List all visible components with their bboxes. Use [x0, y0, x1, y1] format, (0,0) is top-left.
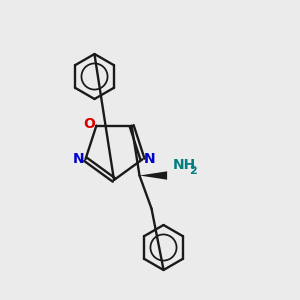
Text: N: N	[143, 152, 155, 166]
Text: N: N	[73, 152, 85, 166]
Text: NH: NH	[172, 158, 196, 172]
Text: O: O	[83, 117, 95, 131]
Polygon shape	[140, 171, 167, 180]
Text: 2: 2	[189, 166, 196, 176]
